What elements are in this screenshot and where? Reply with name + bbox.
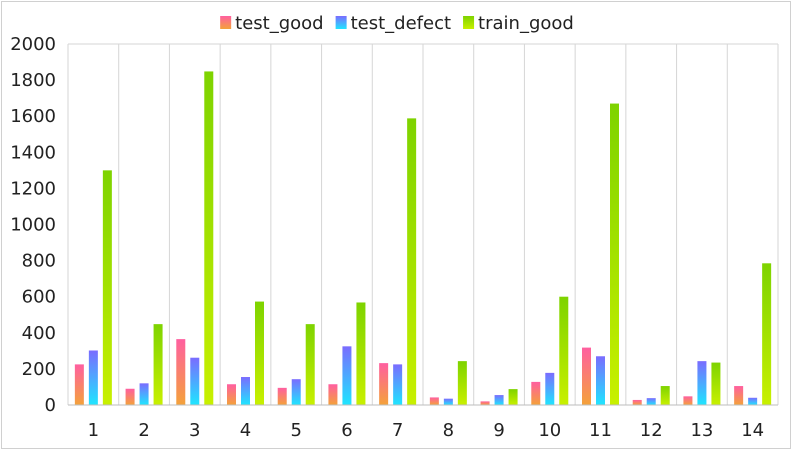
bar-test-defect (443, 398, 453, 405)
bar-test-good (328, 384, 338, 405)
bar-test-good (429, 397, 439, 405)
bar-train-good (255, 301, 264, 405)
bar-test-good (531, 381, 541, 405)
bar-test-good (227, 384, 236, 405)
legend: test_good test_defect train_good (220, 13, 574, 34)
x-tick-label: 5 (290, 420, 301, 441)
bar-test-good (582, 347, 591, 405)
bar-test-defect (88, 350, 98, 405)
x-tick-label: 8 (443, 420, 454, 441)
bar-train-good (407, 118, 417, 405)
bar-test-good (125, 388, 135, 405)
bar-train-good (559, 296, 569, 405)
x-tick-label: 7 (392, 420, 403, 441)
bar-test-good (379, 363, 389, 405)
x-tick-label: 2 (138, 420, 149, 441)
bar-test-defect (393, 364, 403, 405)
x-tick-label: 1 (88, 420, 99, 441)
y-tick-label: 600 (22, 287, 56, 308)
y-tick-label: 0 (45, 395, 56, 416)
bar-test-defect (494, 395, 504, 405)
x-tick-label: 11 (589, 420, 612, 441)
bar-test-defect (241, 377, 250, 405)
x-tick-label: 3 (189, 420, 200, 441)
bars (74, 71, 772, 405)
bar-test-good (480, 401, 490, 405)
legend-label: test_good (235, 13, 323, 34)
x-tick-label: 9 (493, 420, 504, 441)
y-tick-label: 800 (22, 251, 56, 272)
bar-test-good (734, 386, 744, 405)
y-tick-label: 200 (22, 359, 56, 380)
bar-train-good (610, 103, 619, 405)
bar-test-good (74, 364, 84, 405)
bar-train-good (305, 324, 315, 405)
y-tick-label: 2000 (10, 34, 56, 55)
legend-swatch (463, 16, 475, 29)
bar-train-good (356, 302, 366, 405)
bar-test-defect (342, 346, 352, 405)
bar-train-good (153, 324, 163, 405)
bar-test-good (176, 339, 186, 405)
legend-swatch (335, 16, 347, 29)
bar-test-defect (190, 357, 200, 405)
chart-frame: 0 200 400 600 800 1000 1200 1400 1600 1800 2000 1 2 3… (1, 1, 791, 449)
legend-label: train_good (478, 13, 574, 34)
legend-swatch (220, 16, 232, 29)
y-tick-label: 1000 (10, 215, 56, 236)
bar-test-good (277, 387, 287, 405)
bar-test-defect (139, 383, 149, 405)
x-tick-label: 4 (240, 420, 251, 441)
grid-lines (67, 43, 779, 405)
y-tick-label: 1600 (10, 106, 56, 127)
bar-test-defect (545, 372, 555, 405)
y-tick-label: 1800 (10, 70, 56, 91)
bar-train-good (457, 361, 467, 405)
bar-test-defect (291, 379, 301, 405)
bar-test-good (683, 396, 693, 405)
y-tick-label: 1200 (10, 178, 56, 199)
bar-test-defect (748, 397, 758, 405)
y-tick-label: 1400 (10, 142, 56, 163)
bar-train-good (102, 170, 112, 405)
x-tick-label: 13 (690, 420, 713, 441)
bar-train-good (204, 71, 214, 405)
x-tick-label: 12 (640, 420, 663, 441)
bar-test-defect (596, 356, 605, 405)
bar-test-defect (697, 361, 707, 405)
bar-train-good (711, 362, 721, 405)
bar-train-good (508, 389, 518, 405)
x-tick-label: 14 (741, 420, 764, 441)
bar-test-defect (646, 398, 656, 405)
legend-label: test_defect (351, 13, 451, 34)
bar-test-good (632, 399, 642, 405)
bar-train-good (660, 386, 670, 405)
y-tick-label: 400 (22, 323, 56, 344)
x-tick-label: 6 (341, 420, 352, 441)
x-tick-label: 10 (538, 420, 561, 441)
bar-train-good (762, 263, 772, 405)
